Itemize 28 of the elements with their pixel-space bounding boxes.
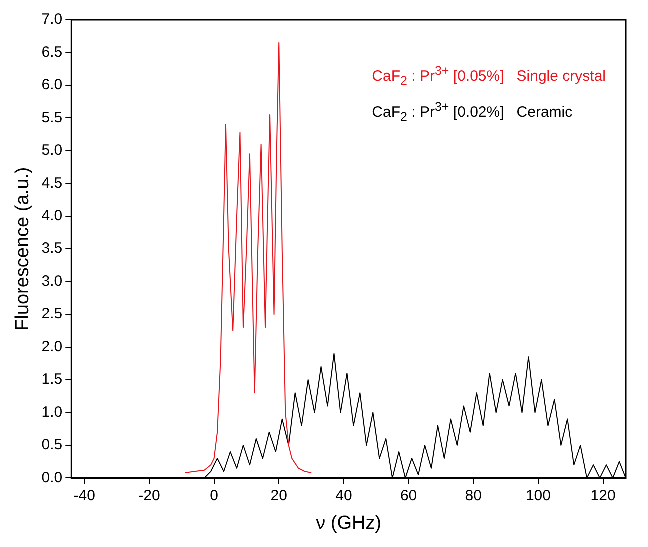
x-tick-label: 100: [526, 487, 551, 504]
y-tick-label: 7.0: [42, 11, 63, 28]
x-axis-title: ν (GHz): [316, 512, 382, 534]
x-tick-label: 60: [400, 487, 418, 504]
y-tick-label: 6.0: [42, 76, 63, 94]
y-tick-label: 2.0: [42, 338, 63, 356]
x-tick-label: -20: [138, 487, 160, 504]
x-tick-label: 40: [336, 487, 352, 504]
y-tick-label: 0.5: [42, 436, 63, 454]
x-tick-label: 120: [590, 487, 616, 504]
y-axis-title: Fluorescence (a.u.): [12, 167, 34, 331]
y-tick-label: 0.0: [42, 469, 63, 486]
x-tick-label: 80: [465, 487, 482, 504]
text: CaF$_{2}$ : Pr$^{3+}$ [0.02%] Ceramic: [372, 99, 574, 126]
y-tick-label: 1.5: [42, 371, 63, 388]
y-tick-label: 3.5: [42, 240, 63, 258]
y-tick-label: 4.5: [42, 174, 63, 192]
y-tick-label: 5.0: [42, 142, 63, 160]
y-tick-label: 2.5: [42, 306, 63, 323]
text: CaF$_{2}$ : Pr$^{3+}$ [0.05%] Single crystal: [372, 63, 606, 90]
y-tick-label: 6.5: [42, 44, 63, 61]
x-tick-label: -40: [74, 487, 96, 504]
x-tick-label: 0: [210, 487, 218, 504]
x-tick-label: 20: [270, 487, 288, 504]
y-tick-label: 1.0: [42, 404, 63, 421]
y-tick-label: 5.5: [42, 109, 63, 126]
y-tick-label: 3.0: [42, 272, 63, 290]
y-tick-label: 4.0: [42, 208, 63, 225]
